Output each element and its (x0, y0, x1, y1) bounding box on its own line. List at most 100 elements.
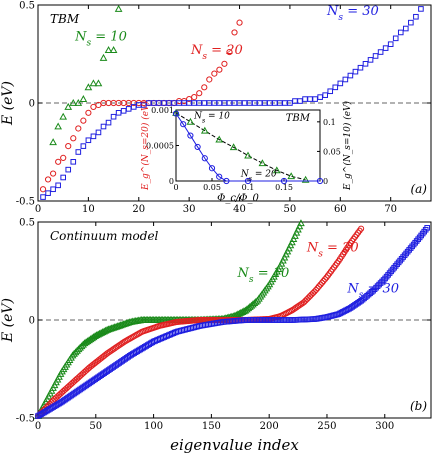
data-point (125, 106, 132, 112)
x-tick-label: 70 (384, 204, 397, 215)
data-point (392, 263, 399, 269)
data-point (357, 64, 364, 71)
data-point (104, 46, 113, 53)
data-point (367, 57, 374, 63)
data-point (84, 83, 93, 91)
data-point (114, 4, 123, 12)
data-point (377, 49, 384, 55)
x-tick-label: 100 (144, 421, 163, 432)
data-point (115, 110, 122, 116)
data-point (322, 92, 328, 98)
data-point (120, 339, 127, 346)
data-point (40, 194, 46, 200)
data-point (388, 268, 394, 275)
inset-data-point (172, 108, 180, 116)
data-point (395, 259, 402, 266)
series-1 (49, 4, 123, 146)
data-point (370, 287, 376, 294)
series-3 (35, 225, 430, 419)
data-point (373, 284, 379, 291)
x-tick-label: 0 (35, 204, 41, 215)
data-point (412, 239, 418, 246)
data-point (380, 277, 387, 283)
x-axis-label: eigenvalue index (170, 436, 299, 454)
data-point (372, 53, 379, 59)
inset-data-point (208, 165, 216, 172)
y-tick-label: 0 (29, 99, 35, 110)
data-point (400, 254, 406, 260)
inset-series-line (175, 112, 306, 181)
data-point (80, 143, 87, 149)
data-point (397, 29, 404, 36)
data-point (307, 316, 313, 323)
data-point (103, 325, 111, 333)
y-tick-label: 0 (29, 316, 35, 327)
data-point (362, 61, 369, 67)
data-point (385, 272, 391, 278)
y-axis-label: E (eV) (0, 81, 16, 126)
x-tick-label: 50 (89, 421, 102, 432)
data-point (413, 238, 420, 244)
data-point (297, 219, 305, 227)
data-point (221, 60, 228, 67)
inset-data-point (316, 177, 324, 185)
data-point (74, 98, 83, 106)
x-tick-label: 10 (82, 204, 95, 215)
data-point (65, 143, 72, 150)
data-point (236, 19, 243, 26)
data-point (386, 270, 393, 276)
inset-data-point (229, 143, 238, 151)
data-point (231, 29, 238, 36)
data-point (211, 70, 218, 77)
inset-y-tick-label: 0.0005 (146, 142, 174, 151)
inset-data-point (287, 172, 296, 180)
data-point (45, 190, 51, 196)
data-point (342, 76, 349, 83)
data-point (206, 76, 213, 83)
data-point (403, 25, 409, 32)
data-point (320, 277, 327, 285)
inset-annotation: TBM (286, 113, 311, 124)
data-point (39, 186, 47, 193)
data-point (317, 94, 323, 100)
data-point (55, 182, 61, 189)
inset-y-tick-label: 0.001 (151, 106, 174, 115)
inset-y-tick-right-label: 0 (323, 177, 328, 186)
x-tick-label: 300 (375, 421, 394, 432)
y-tick-label: 0.5 (19, 1, 35, 12)
inset-panel: 0 0.05 0.1 0.15 0 0.0005 0.001 0 0.05 0.1 Ns = 10 N… (140, 100, 353, 204)
inset-series-label: Ns = 10 (193, 112, 230, 125)
inset-x-tick-label: 0 (173, 183, 178, 192)
data-point (371, 286, 378, 292)
data-point (410, 241, 417, 248)
data-point (80, 117, 87, 124)
data-point (49, 138, 57, 146)
data-point (312, 96, 318, 102)
data-point (109, 46, 118, 53)
data-point (55, 158, 62, 165)
inset-data-point (200, 126, 209, 134)
data-point (382, 275, 388, 282)
data-point (59, 112, 68, 120)
data-point (418, 6, 424, 12)
data-point (413, 13, 419, 20)
series-label: Ns = 20 (190, 43, 243, 62)
data-point (302, 316, 309, 323)
data-point (75, 149, 82, 155)
data-point (394, 261, 400, 267)
inset-data-point (244, 177, 252, 185)
inset-y-tick-label: 0 (169, 177, 174, 186)
inset-x-tick-label: 0.05 (203, 183, 221, 192)
x-tick-label: 150 (202, 421, 221, 432)
series-label: Ns = 30 (346, 282, 399, 301)
data-point (64, 102, 73, 110)
data-point (308, 316, 315, 322)
data-point (65, 166, 72, 173)
data-point (406, 247, 412, 253)
inset-data-point (280, 177, 288, 185)
data-point (226, 48, 233, 56)
annotation-label: TBM (50, 12, 80, 26)
data-point (110, 113, 117, 120)
